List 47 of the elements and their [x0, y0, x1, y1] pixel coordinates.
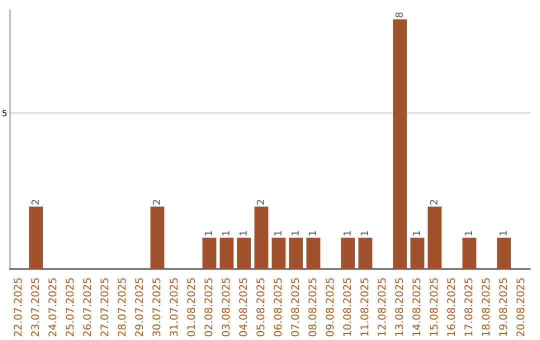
data-label: 1 [464, 231, 472, 236]
x-tick-label: 14.08.2025 [412, 278, 420, 336]
x-tick-label: 26.07.2025 [83, 278, 92, 336]
x-tick-label: 27.07.2025 [100, 278, 108, 336]
x-tick-label: 03.08.2025 [222, 278, 230, 336]
x-tick-label: 17.08.2025 [464, 278, 472, 336]
data-label: 1 [308, 231, 316, 236]
x-tick-label: 22.07.2025 [14, 278, 22, 336]
x-tick-label: 29.07.2025 [135, 278, 144, 336]
data-label: 2 [430, 200, 438, 204]
x-tick-label: 06.08.2025 [274, 278, 282, 336]
x-tick-label: 23.07.2025 [31, 278, 40, 336]
x-tick-label: 31.07.2025 [170, 278, 178, 336]
x-tick-label: 07.08.2025 [291, 278, 300, 336]
x-tick-label: 20.08.2025 [516, 278, 524, 336]
x-tick-label: 16.08.2025 [447, 278, 456, 336]
x-tick-label: 01.08.2025 [187, 278, 196, 336]
data-label: 2 [256, 200, 264, 204]
x-tick-label: 02.08.2025 [204, 278, 212, 336]
x-tick-label: 10.08.2025 [343, 278, 352, 336]
x-tick-label: 05.08.2025 [256, 278, 264, 336]
y-tick-label: 5 [2, 110, 6, 116]
data-label: 1 [240, 231, 247, 236]
data-label: 1 [292, 231, 299, 236]
data-label: 1 [204, 231, 212, 236]
x-tick-label: 11.08.2025 [360, 278, 368, 336]
data-label: 2 [152, 200, 160, 204]
data-label: 1 [360, 231, 368, 236]
x-tick-label: 30.07.2025 [152, 278, 160, 336]
x-tick-label: 15.08.2025 [430, 278, 438, 336]
x-tick-label: 12.08.2025 [378, 278, 386, 336]
x-tick-label: 18.08.2025 [482, 278, 490, 336]
x-tick-label: 24.07.2025 [48, 278, 56, 336]
data-label: 1 [222, 231, 230, 236]
x-tick-label: 25.07.2025 [66, 278, 74, 336]
x-tick-label: 13.08.2025 [395, 278, 404, 336]
x-tick-label: 28.07.2025 [118, 278, 126, 336]
x-tick-label: 19.08.2025 [499, 278, 508, 336]
data-label: 1 [500, 231, 507, 236]
data-label: 8 [395, 12, 403, 18]
x-tick-label: 04.08.2025 [239, 278, 248, 336]
data-label: 2 [31, 200, 39, 204]
data-label: 1 [412, 231, 420, 236]
data-label: 1 [274, 231, 282, 236]
x-tick-label: 09.08.2025 [326, 278, 334, 336]
data-label: 1 [344, 231, 351, 236]
x-tick-label: 08.08.2025 [308, 278, 316, 336]
